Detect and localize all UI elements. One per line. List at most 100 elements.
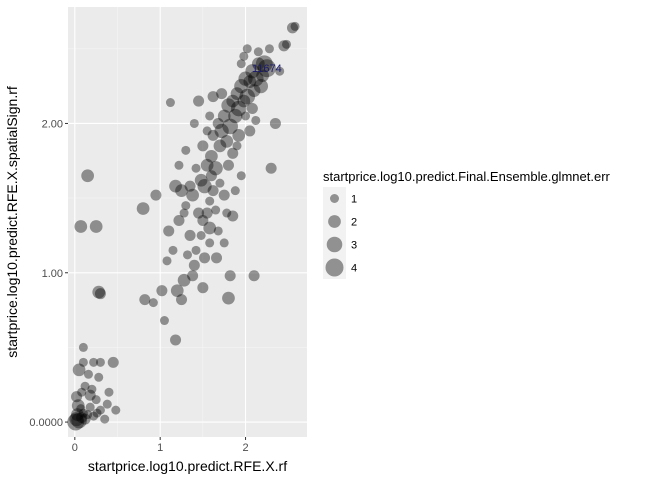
data-point <box>139 294 151 306</box>
data-point <box>170 284 184 298</box>
data-point <box>69 411 84 427</box>
data-point <box>230 87 244 100</box>
y-tick-label: 2.00 <box>42 118 63 130</box>
data-point <box>256 69 269 83</box>
data-point <box>199 252 211 264</box>
x-axis-title: startprice.log10.predict.RFE.X.rf <box>88 458 287 474</box>
data-point <box>290 21 300 31</box>
data-point <box>83 369 93 379</box>
data-point <box>245 64 260 79</box>
data-point <box>227 147 239 159</box>
data-point <box>100 414 110 424</box>
data-point <box>95 357 105 367</box>
data-point <box>205 111 215 121</box>
data-point <box>208 161 223 176</box>
legend-title: startprice.log10.predict.Final.Ensemble.… <box>323 169 611 184</box>
data-point <box>255 55 273 73</box>
data-point <box>241 111 251 121</box>
data-point <box>111 405 121 415</box>
y-tick-label: 0.0000 <box>29 417 63 429</box>
legend-key-marker <box>328 215 341 228</box>
data-point <box>251 115 261 125</box>
data-point <box>183 250 192 260</box>
data-point <box>89 220 103 233</box>
data-point <box>191 245 201 255</box>
data-point <box>265 162 277 174</box>
plot-panel <box>68 7 307 437</box>
data-point <box>203 221 217 235</box>
data-point <box>79 413 91 425</box>
data-point <box>200 158 214 172</box>
data-point <box>212 117 224 129</box>
data-point <box>156 285 168 297</box>
legend-key-marker <box>325 258 344 277</box>
data-point <box>148 298 158 308</box>
data-point <box>91 395 101 405</box>
data-point <box>215 178 225 188</box>
data-point <box>227 210 239 222</box>
data-point <box>163 225 175 237</box>
data-point <box>247 84 261 97</box>
data-point <box>191 163 201 173</box>
legend-entries: 1 2 3 4 <box>323 187 357 279</box>
data-point <box>205 238 215 248</box>
data-point <box>169 179 182 193</box>
data-point <box>243 75 257 89</box>
data-point <box>197 282 209 294</box>
data-point <box>81 169 94 183</box>
point-label: 11674 <box>252 63 282 75</box>
data-point <box>102 399 112 409</box>
data-point <box>228 108 243 124</box>
y-tick-label: 1.00 <box>42 268 63 280</box>
legend-key <box>323 233 346 256</box>
data-point <box>87 384 97 394</box>
data-point <box>286 22 299 34</box>
data-point <box>179 208 189 218</box>
data-point <box>72 363 86 377</box>
data-point <box>187 270 199 282</box>
data-point <box>194 173 208 187</box>
data-point <box>84 389 96 401</box>
data-point <box>219 238 229 248</box>
data-point <box>173 214 185 227</box>
data-point <box>234 79 249 94</box>
data-point <box>74 220 88 233</box>
data-point <box>181 145 191 155</box>
x-tick-label: 2 <box>242 442 248 454</box>
data-point <box>246 103 258 115</box>
data-point <box>217 109 231 123</box>
data-point <box>188 259 200 271</box>
data-point <box>184 229 196 241</box>
data-point <box>184 180 196 192</box>
data-point <box>237 94 251 108</box>
data-point <box>92 285 106 299</box>
data-point <box>205 196 215 206</box>
x-axis-ticks: 0 1 2 <box>72 437 249 454</box>
point-annotations: 11674 <box>252 63 282 75</box>
data-point <box>247 70 264 87</box>
data-point <box>244 125 256 137</box>
legend-label: 2 <box>351 217 357 229</box>
data-point <box>232 141 242 151</box>
data-point <box>89 411 99 421</box>
data-point <box>226 94 240 108</box>
legend-label: 1 <box>351 194 357 206</box>
data-point <box>238 71 253 86</box>
data-point <box>107 356 119 368</box>
data-point <box>214 123 229 139</box>
data-point <box>275 66 285 76</box>
data-point <box>71 399 85 413</box>
legend: startprice.log10.predict.Final.Ensemble.… <box>323 169 611 279</box>
data-point <box>76 404 86 414</box>
data-point <box>236 171 246 181</box>
data-point <box>230 186 240 196</box>
data-point <box>150 189 162 201</box>
data-point <box>218 189 230 201</box>
data-point <box>189 118 199 128</box>
data-point <box>78 357 88 367</box>
legend-label: 4 <box>351 263 357 275</box>
data-point <box>196 230 206 240</box>
data-point <box>94 288 106 300</box>
data-point <box>282 39 292 49</box>
data-point <box>253 47 263 57</box>
